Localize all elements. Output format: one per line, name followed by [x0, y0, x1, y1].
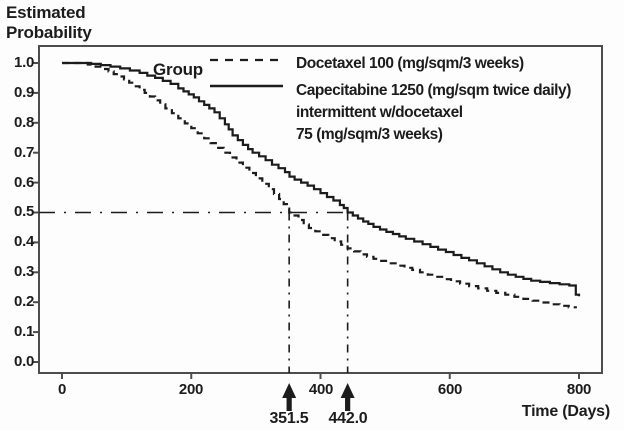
- median-label-capecitabine: 442.0: [328, 410, 368, 427]
- median-label-docetaxel: 351.5: [269, 410, 309, 427]
- legend-capecitabine-line3: 75 (mg/sqm/3 weeks): [296, 126, 443, 143]
- docetaxel-curve: [62, 61, 577, 309]
- y-tick-label-0.0: 0.0: [14, 353, 34, 370]
- y-tick-label-0.5: 0.5: [14, 203, 34, 220]
- legend-group-label: Group: [153, 60, 203, 79]
- legend-capecitabine-line1: Capecitabine 1250 (mg/sqm twice daily): [296, 82, 571, 99]
- y-tick-label-0.4: 0.4: [14, 233, 34, 250]
- legend-capecitabine-line2: intermittent w/docetaxel: [296, 104, 463, 121]
- y-tick-label-0.3: 0.3: [14, 263, 34, 280]
- up-arrow-icon: [340, 383, 355, 411]
- legend-docetaxel-label: Docetaxel 100 (mg/sqm/3 weeks): [296, 55, 524, 72]
- y-axis-title-line2: Probability: [6, 23, 92, 42]
- x-tick-label-600: 600: [437, 381, 463, 398]
- y-tick-label-0.8: 0.8: [14, 114, 34, 131]
- x-tick-label-400: 400: [308, 381, 334, 398]
- capecitabine-curve: [62, 61, 581, 297]
- y-axis-title: Estimated Probability: [6, 3, 92, 43]
- y-tick-label-1.0: 1.0: [14, 54, 34, 71]
- y-tick-label-0.7: 0.7: [14, 144, 34, 161]
- y-tick-label-0.1: 0.1: [14, 323, 34, 340]
- x-tick-label-200: 200: [178, 381, 204, 398]
- y-tick-label-0.2: 0.2: [14, 293, 34, 310]
- y-tick-label-0.6: 0.6: [14, 174, 34, 191]
- x-axis-title: Time (Days): [521, 403, 610, 420]
- x-tick-label-800: 800: [566, 381, 592, 398]
- up-arrow-icon: [282, 383, 297, 411]
- y-axis-title-line1: Estimated: [6, 3, 86, 22]
- y-tick-label-0.9: 0.9: [14, 84, 34, 101]
- x-tick-label-0: 0: [57, 381, 67, 398]
